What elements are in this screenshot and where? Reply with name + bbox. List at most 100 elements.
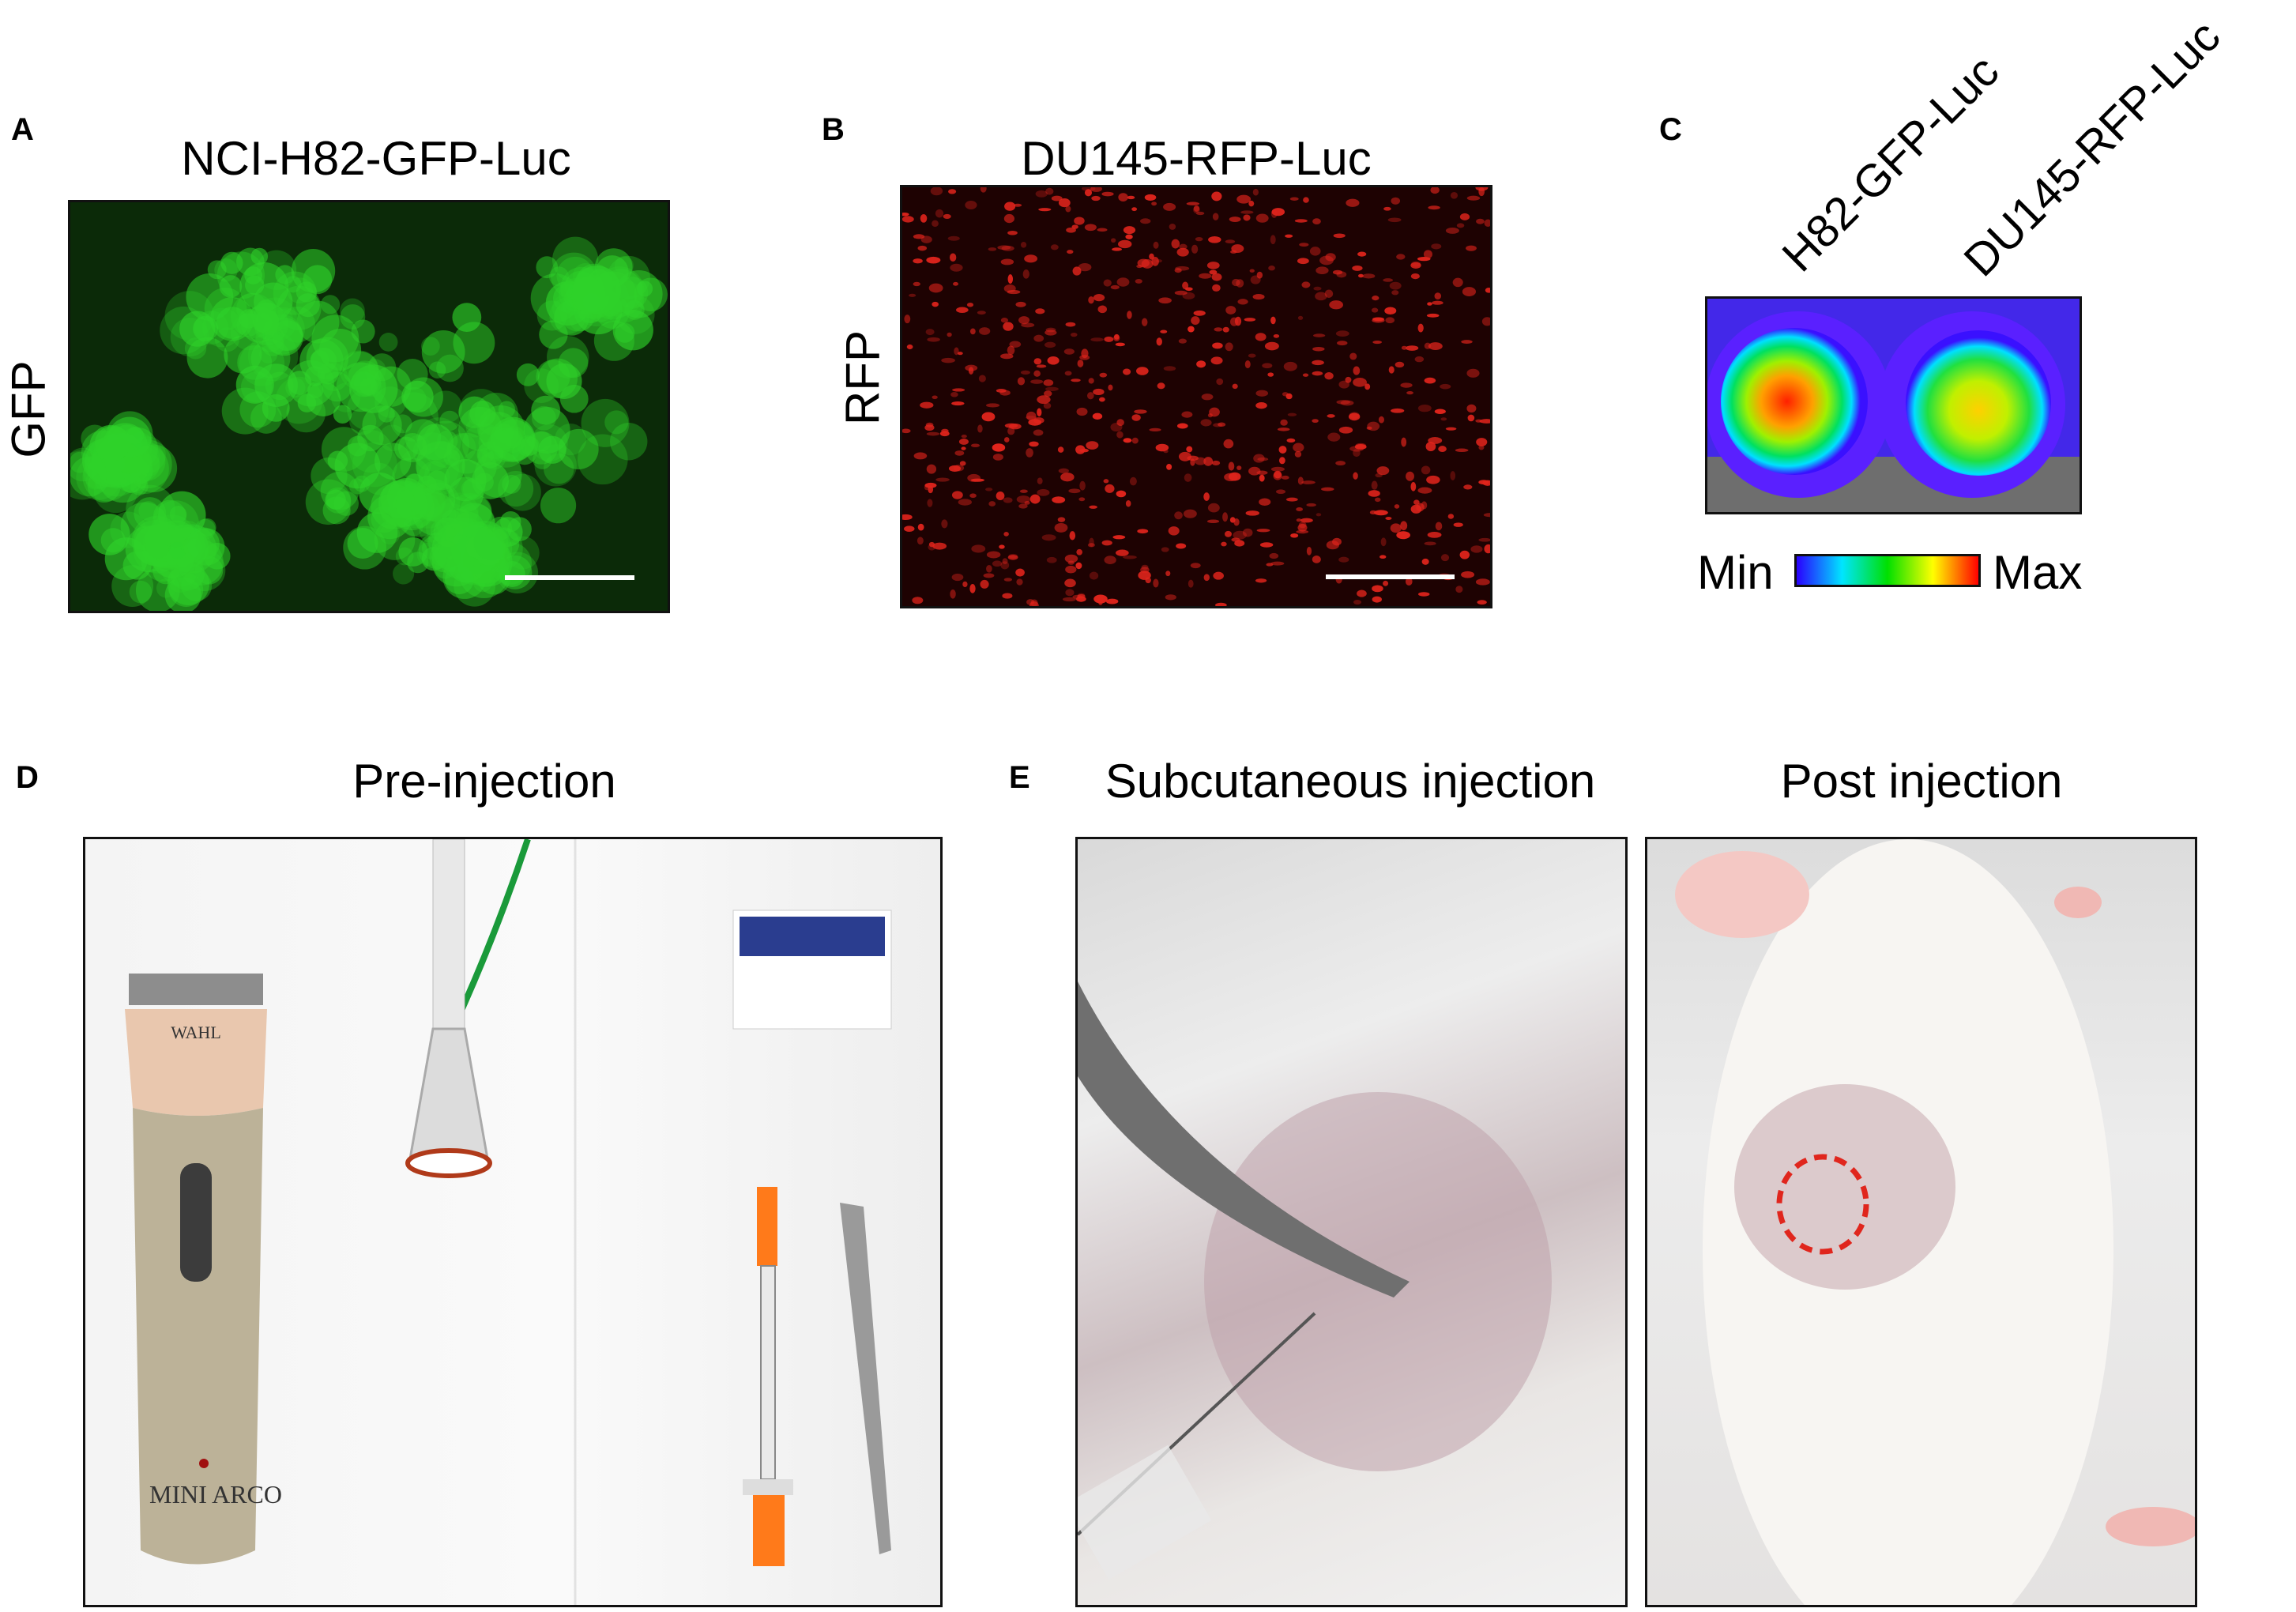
rfp-cell	[1103, 479, 1109, 484]
rfp-cell	[1391, 290, 1399, 296]
rfp-cell	[1081, 348, 1089, 359]
rfp-cell	[1271, 208, 1285, 217]
rfp-cell	[1396, 254, 1406, 260]
rfp-cell	[1277, 427, 1290, 431]
gfp-cell-cluster	[296, 300, 340, 344]
gfp-cell-cluster	[612, 310, 653, 351]
rfp-cell	[1329, 300, 1343, 310]
rfp-cell	[1137, 258, 1150, 268]
rfp-cell	[1134, 409, 1147, 414]
rfp-cell	[962, 581, 968, 588]
rfp-cell	[1248, 353, 1256, 358]
rfp-cell	[971, 544, 986, 553]
gfp-cell-cluster	[144, 521, 186, 562]
rfp-cell	[1071, 379, 1081, 382]
colorbar-max-label: Max	[1993, 546, 2083, 599]
rfp-cell	[1434, 409, 1446, 414]
rfp-cell	[1229, 472, 1241, 481]
gfp-cell-cluster	[412, 432, 453, 472]
rfp-cell	[1406, 345, 1419, 351]
rfp-cell	[1063, 348, 1075, 355]
rfp-cell	[1210, 356, 1223, 365]
rfp-cell	[1064, 578, 1076, 588]
gfp-cell-cluster	[340, 298, 365, 324]
rfp-cell	[958, 439, 969, 445]
panel-letter-d: D	[16, 760, 39, 795]
rfp-cell	[1054, 522, 1068, 533]
rfp-cell	[1270, 235, 1276, 245]
rfp-cell	[1414, 356, 1425, 363]
rfp-cell	[1090, 337, 1104, 342]
rfp-cell	[1222, 326, 1229, 333]
rfp-cell	[1335, 330, 1349, 337]
gfp-cell-cluster	[462, 477, 486, 500]
rfp-cell	[1476, 438, 1488, 446]
rfp-cell	[1098, 397, 1105, 402]
rfp-cell	[1084, 189, 1093, 197]
rfp-cell	[1211, 191, 1222, 202]
rfp-cell	[926, 256, 941, 264]
rfp-cell	[1007, 555, 1018, 560]
gfp-cell-cluster	[473, 524, 510, 561]
rfp-cell	[978, 375, 986, 382]
rfp-cell	[1327, 432, 1341, 442]
rfp-cell	[1212, 342, 1223, 349]
rfp-cell	[951, 491, 963, 499]
well-h82	[1721, 328, 1868, 475]
gfp-cell-cluster	[240, 371, 273, 403]
rfp-cell	[1163, 202, 1176, 211]
hair-clipper: WAHL	[125, 974, 267, 1565]
gfp-cell-cluster	[378, 405, 395, 423]
rfp-cell	[1470, 545, 1483, 553]
rfp-cell	[950, 392, 958, 397]
rfp-cell	[1024, 254, 1038, 263]
rfp-cell	[958, 499, 972, 506]
rfp-cell	[1169, 223, 1176, 230]
rfp-cell	[1153, 241, 1159, 249]
rfp-cell	[1456, 223, 1465, 228]
rfp-cell	[1385, 317, 1395, 324]
rfp-cell	[970, 478, 984, 482]
rfp-cell	[1078, 497, 1086, 502]
rfp-cell	[1216, 378, 1224, 386]
rfp-cell	[1127, 311, 1132, 319]
rfp-cell	[1201, 394, 1214, 401]
gfp-cell-cluster	[364, 359, 386, 381]
rfp-cell	[1426, 313, 1440, 318]
rfp-cell	[932, 220, 939, 228]
rfp-cell	[1020, 370, 1030, 375]
gfp-cell-cluster	[291, 248, 336, 293]
rfp-cell	[965, 200, 977, 209]
gfp-cell-cluster	[452, 303, 482, 333]
rfp-cell	[1278, 457, 1285, 465]
rfp-cell	[1051, 195, 1063, 202]
rfp-cell	[1087, 543, 1095, 548]
rfp-cell	[1065, 205, 1071, 213]
gfp-cell-cluster	[486, 427, 526, 468]
rfp-cell	[1089, 571, 1099, 580]
rfp-cell	[1225, 342, 1233, 352]
rfp-cell	[1421, 465, 1431, 475]
rfp-cell	[1206, 262, 1220, 269]
rfp-cell	[1391, 197, 1401, 205]
rfp-cell	[1075, 596, 1086, 602]
rfp-cell	[1353, 600, 1362, 605]
rfp-cell	[1038, 208, 1052, 212]
rfp-cell	[924, 482, 937, 488]
rfp-cell	[1116, 277, 1130, 287]
rfp-cell	[1191, 316, 1200, 326]
rfp-cell	[1306, 503, 1316, 507]
rfp-cell	[1043, 379, 1054, 386]
rfp-cell	[913, 281, 920, 287]
panel-a-channel-label: GFP	[2, 360, 55, 458]
rfp-cell	[1297, 523, 1308, 532]
gfp-cell-cluster	[624, 299, 645, 320]
rfp-cell	[1255, 390, 1269, 397]
rfp-cell	[977, 311, 986, 315]
rfp-cell	[1327, 414, 1335, 418]
rfp-cell	[961, 446, 966, 450]
gfp-cell-cluster	[439, 410, 460, 431]
rfp-cell	[1003, 437, 1010, 443]
rfp-cell	[1353, 378, 1367, 387]
rfp-cell	[1067, 560, 1075, 565]
